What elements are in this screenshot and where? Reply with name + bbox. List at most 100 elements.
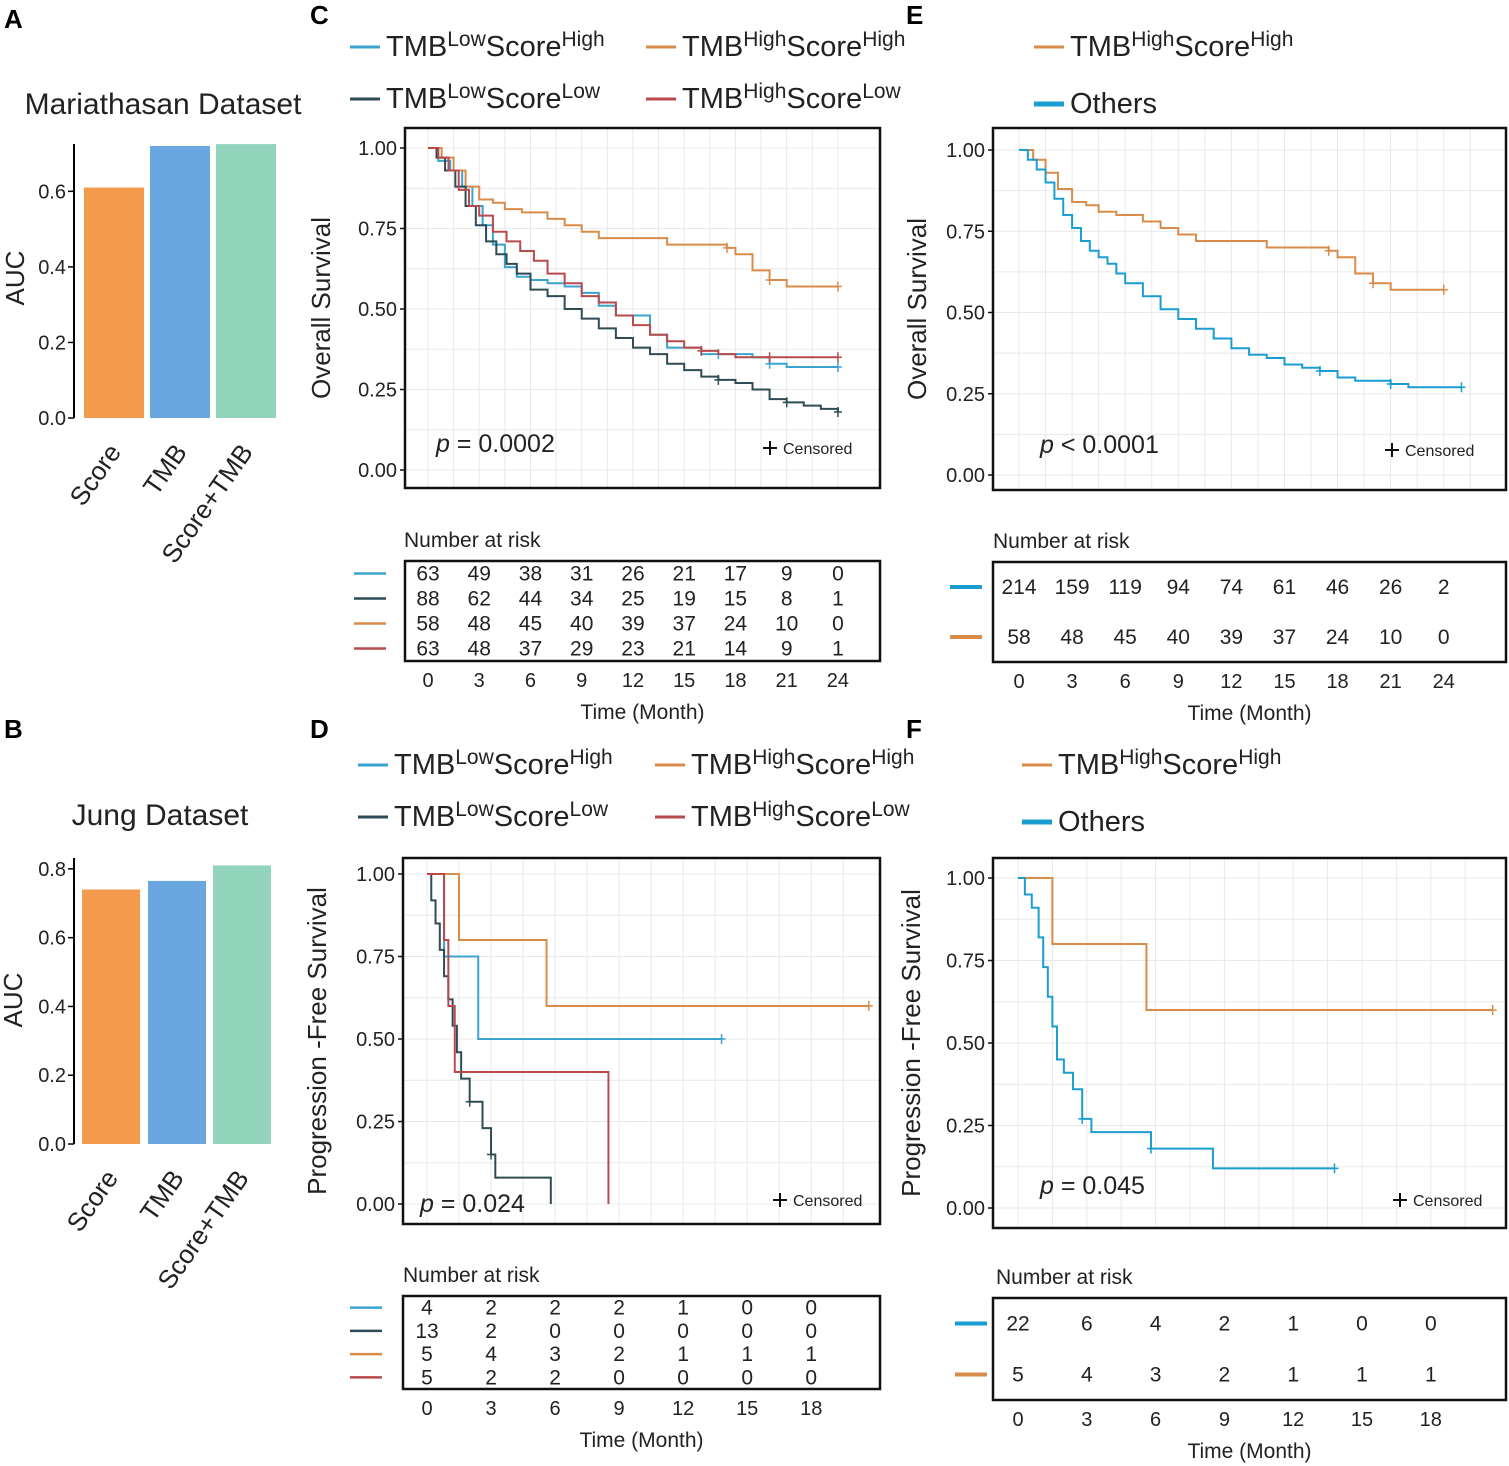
- censor-mark: [1147, 1143, 1156, 1154]
- y-tick-label: 0.00: [356, 1194, 395, 1216]
- risk-cell: 4: [421, 1297, 433, 1320]
- risk-cell: 2: [1438, 576, 1450, 599]
- plot-frame: [401, 856, 882, 1226]
- risk-cell: 0: [832, 563, 844, 586]
- risk-cell: 40: [570, 613, 593, 636]
- risk-cell: 119: [1108, 576, 1141, 599]
- risk-cell: 61: [1273, 576, 1296, 599]
- km-curve: [428, 147, 838, 288]
- legend-entry: TMBHighScoreHigh: [1070, 28, 1293, 63]
- risk-cell: 24: [724, 613, 748, 636]
- risk-cell: 4: [1150, 1313, 1162, 1336]
- censor-mark: [1488, 1005, 1497, 1015]
- legend-entry: TMBHighScoreHigh: [1058, 746, 1281, 781]
- censored-symbol: [773, 1193, 787, 1207]
- legend-entry: TMBLowScoreLow: [386, 80, 601, 115]
- risk-cell: 10: [775, 613, 798, 636]
- bar-score-tmb: [216, 144, 276, 418]
- risk-cell: 5: [421, 1343, 433, 1366]
- risk-cell: 3: [1150, 1364, 1162, 1387]
- risk-cell: 88: [416, 588, 439, 611]
- censor-mark: [697, 345, 706, 356]
- y-tick-label: 1.00: [946, 868, 985, 890]
- risk-cell: 1: [1287, 1313, 1299, 1336]
- risk-cell: 63: [416, 638, 439, 661]
- risk-cell: 1: [1425, 1364, 1437, 1387]
- x-tick-label: 3: [474, 670, 485, 692]
- x-tick-label: 12: [622, 670, 644, 692]
- censored-symbol: [1393, 1193, 1407, 1207]
- x-tick-label: 15: [673, 670, 695, 692]
- risk-cell: 0: [832, 613, 844, 636]
- risk-cell: 2: [485, 1320, 497, 1343]
- risk-table-title: Number at risk: [403, 1264, 540, 1287]
- censor-mark: [1386, 379, 1395, 389]
- risk-cell: 15: [724, 588, 747, 611]
- risk-table-frame: [991, 560, 1508, 664]
- panel-label: F: [906, 714, 922, 744]
- x-tick-label: 0: [422, 670, 433, 692]
- panel-d: D TMBLowScoreHigh TMBHighScoreHigh TMBLowSc…: [302, 714, 914, 1452]
- risk-cell: 0: [549, 1320, 561, 1343]
- bar-tmb: [150, 146, 210, 418]
- risk-cell: 22: [1006, 1313, 1029, 1336]
- risk-cell: 0: [741, 1366, 753, 1389]
- censor-mark: [1078, 1113, 1087, 1124]
- x-tick-label: 3: [485, 1398, 496, 1420]
- risk-cell: 1: [741, 1343, 753, 1366]
- x-tick-label: 18: [1326, 671, 1348, 693]
- panel-label-a: A: [4, 4, 23, 34]
- x-tick-label: 24: [1433, 671, 1455, 693]
- x-tick-label: 18: [1420, 1409, 1442, 1431]
- risk-cell: 39: [1220, 626, 1243, 649]
- x-tick-label: TMB: [134, 1164, 190, 1226]
- risk-cell: 58: [416, 613, 439, 636]
- km-curve: [1018, 877, 1493, 1011]
- risk-table-frame: [403, 559, 882, 663]
- y-tick-label: 0.00: [946, 465, 985, 487]
- x-tick-label: 12: [1220, 671, 1242, 693]
- risk-cell: 26: [621, 563, 644, 586]
- risk-cell: 34: [570, 588, 594, 611]
- plot-frame: [991, 126, 1508, 492]
- risk-cell: 62: [468, 588, 491, 611]
- km-curve: [428, 147, 839, 413]
- x-tick-label: 6: [1150, 1409, 1161, 1431]
- y-tick-label: 0.8: [38, 859, 66, 881]
- censored-label: Censored: [1405, 443, 1474, 460]
- risk-cell: 48: [468, 613, 491, 636]
- risk-cell: 94: [1167, 576, 1191, 599]
- y-tick-label: 0.75: [946, 951, 985, 973]
- x-tick-label: 18: [724, 670, 746, 692]
- y-tick-label: 0.50: [358, 299, 397, 321]
- risk-cell: 4: [485, 1343, 497, 1366]
- x-tick-label: 6: [525, 670, 536, 692]
- x-tick-label: 3: [1081, 1409, 1092, 1431]
- y-tick-label: 0.4: [38, 996, 66, 1018]
- km-curve: [428, 147, 838, 368]
- risk-cell: 37: [1273, 626, 1296, 649]
- x-tick-label: Score: [63, 438, 127, 511]
- censor-mark: [487, 1149, 496, 1160]
- censor-mark: [1315, 366, 1324, 376]
- panel-c: C TMBLowScoreHigh TMBHighScoreHigh TMBLowSc…: [306, 0, 905, 724]
- panel-b-title: Jung Dataset: [72, 799, 249, 832]
- risk-cell: 0: [741, 1297, 753, 1320]
- censor-mark: [833, 361, 842, 372]
- risk-cell: 37: [519, 638, 542, 661]
- risk-cell: 0: [805, 1297, 817, 1320]
- bar-tmb: [148, 880, 206, 1144]
- x-tick-label: 9: [614, 1398, 625, 1420]
- legend-entry: TMBHighScoreHigh: [691, 746, 914, 781]
- risk-cell: 46: [1326, 576, 1349, 599]
- panel-label: D: [310, 714, 329, 744]
- censor-mark: [717, 1034, 726, 1044]
- x-tick-label: 21: [776, 670, 798, 692]
- x-tick-label: Score: [60, 1164, 124, 1237]
- panel-b: B Jung Dataset AUC 0.0 0.2 0.4 0.6 0.8 Score T…: [0, 714, 271, 1294]
- y-tick-label: 1.00: [356, 864, 395, 886]
- risk-cell: 2: [613, 1343, 625, 1366]
- x-tick-label: 9: [576, 670, 587, 692]
